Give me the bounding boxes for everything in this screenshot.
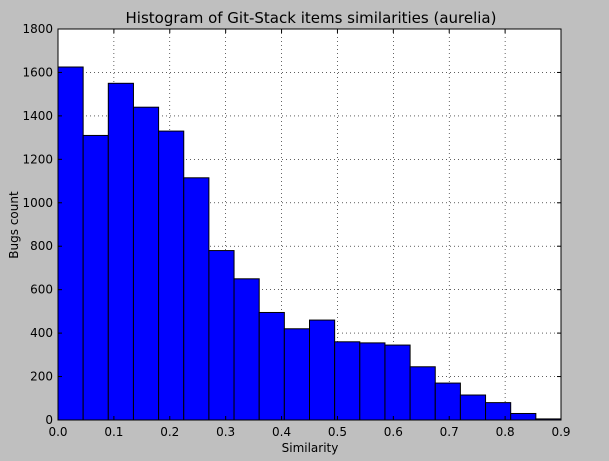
histogram-bar — [158, 130, 185, 421]
y-tick-label: 400 — [30, 326, 53, 340]
y-tick-label: 600 — [30, 283, 53, 297]
histogram-bar — [459, 394, 487, 421]
y-tick-label: 800 — [30, 239, 53, 253]
histogram-bar — [132, 106, 160, 421]
histogram-bar — [283, 328, 311, 421]
x-tick-label: 0.6 — [384, 425, 403, 439]
x-axis-label: Similarity — [282, 441, 339, 455]
histogram-bar — [57, 66, 84, 421]
axis-ticks: 0.0 0.1 0.2 0.3 0.4 0.5 0.6 0.7 0.8 0.9 0 200 400 600… — [22, 22, 570, 439]
histogram-bar — [183, 177, 210, 421]
x-tick-label: 0.3 — [216, 425, 235, 439]
x-tick-label: 0.4 — [272, 425, 291, 439]
x-tick-label: 0.2 — [160, 425, 179, 439]
y-axis-label: Bugs count — [7, 191, 21, 259]
histogram-bar — [208, 250, 235, 421]
x-tick-label: 0.5 — [328, 425, 347, 439]
y-tick-label: 0 — [45, 413, 53, 427]
histogram-bar — [334, 341, 361, 421]
x-tick-label: 0.7 — [440, 425, 459, 439]
x-tick-label: 0.1 — [104, 425, 123, 439]
bars — [57, 66, 562, 421]
histogram-bar — [359, 342, 386, 421]
y-tick-label: 1200 — [22, 152, 53, 166]
histogram-bar — [434, 382, 461, 421]
x-tick-label: 0.9 — [551, 425, 570, 439]
y-tick-label: 1400 — [22, 109, 53, 123]
histogram-bar — [384, 344, 411, 421]
y-tick-label: 1000 — [22, 196, 53, 210]
x-tick-label: 0.8 — [496, 425, 515, 439]
histogram-bar — [107, 82, 134, 421]
x-tick-label: 0.0 — [48, 425, 67, 439]
y-tick-label: 200 — [30, 370, 53, 384]
histogram-bar — [82, 134, 109, 421]
histogram-bar — [309, 319, 336, 421]
y-tick-label: 1800 — [22, 22, 53, 36]
plot-frame — [57, 28, 562, 421]
chart-title: Histogram of Git-Stack items similaritie… — [126, 9, 497, 27]
histogram-bar — [485, 402, 512, 421]
histogram-bar — [409, 366, 436, 421]
histogram-bar — [258, 311, 285, 421]
histogram-bar — [510, 412, 537, 421]
histogram-bar — [233, 278, 260, 421]
y-tick-label: 1600 — [22, 65, 53, 79]
